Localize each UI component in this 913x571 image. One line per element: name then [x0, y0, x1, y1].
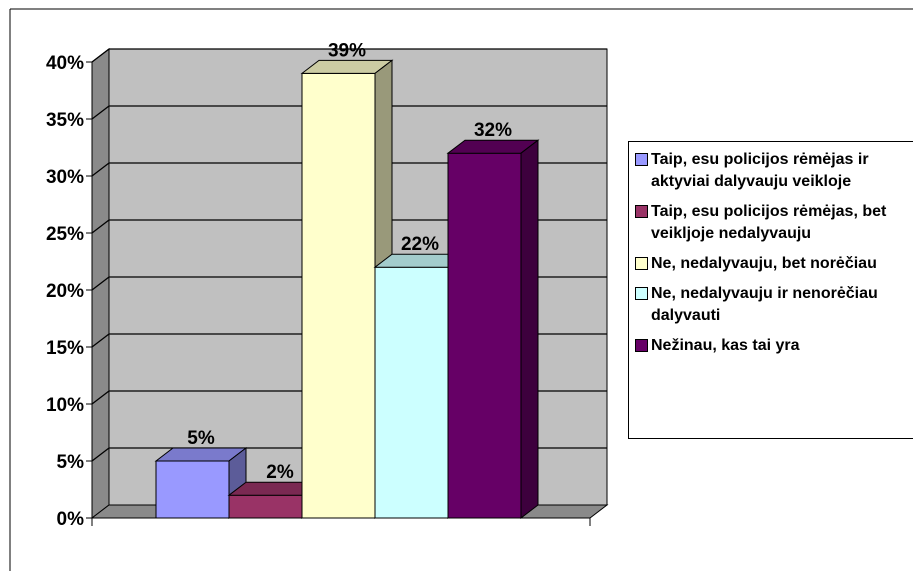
gridline [91, 105, 607, 120]
legend-item: Taip, esu policijos rėmėjas ir aktyviai … [635, 149, 913, 193]
bar-side [520, 139, 539, 520]
bar-front [155, 460, 230, 519]
y-tick-label: 25% [46, 224, 84, 245]
legend-label: Ne, nedalyvauju ir nenorėčiau dalyvauti [651, 285, 878, 324]
legend-swatch [635, 257, 648, 270]
legend-swatch [635, 153, 648, 166]
data-label: 5% [187, 428, 215, 449]
data-label: 2% [266, 462, 294, 483]
y-tick-label: 15% [46, 338, 84, 359]
bar-front [374, 266, 449, 519]
y-tick-label: 40% [46, 53, 84, 74]
bar-front [228, 494, 303, 519]
bar-front [301, 72, 376, 519]
data-label: 22% [401, 234, 439, 255]
legend-item: Ne, nedalyvauju, bet norėčiau [635, 253, 913, 275]
legend-swatch [635, 287, 648, 300]
legend-label: Taip, esu policijos rėmėjas ir aktyviai … [651, 151, 869, 190]
legend-swatch [635, 339, 648, 352]
legend-label: Ne, nedalyvauju, bet norėčiau [651, 255, 877, 272]
y-tick-label: 10% [46, 395, 84, 416]
legend-label: Taip, esu policijos rėmėjas, bet veikljo… [651, 203, 887, 242]
gridline [91, 219, 607, 234]
data-label: 32% [474, 120, 512, 141]
legend-item: Ne, nedalyvauju ir nenorėčiau dalyvauti [635, 283, 913, 327]
bars [154, 59, 540, 520]
legend-item: Taip, esu policijos rėmėjas, bet veikljo… [635, 201, 913, 245]
y-tick-label: 20% [46, 281, 84, 302]
legend-item: Nežinau, kas tai yra [635, 335, 913, 357]
y-tick-label: 30% [46, 167, 84, 188]
data-labels: 5% 2% 39% 22% 32% [187, 40, 512, 483]
data-label: 39% [328, 40, 366, 61]
legend-swatch [635, 205, 648, 218]
gridline [91, 48, 607, 63]
y-tick-label: 35% [46, 110, 84, 131]
y-tick-label: 5% [57, 452, 85, 473]
bar-front [447, 152, 522, 519]
gridline [91, 162, 607, 177]
bar [446, 139, 540, 520]
legend: Taip, esu policijos rėmėjas ir aktyviai … [628, 141, 913, 439]
y-tick-label: 0% [57, 509, 85, 530]
legend-label: Nežinau, kas tai yra [651, 337, 800, 354]
